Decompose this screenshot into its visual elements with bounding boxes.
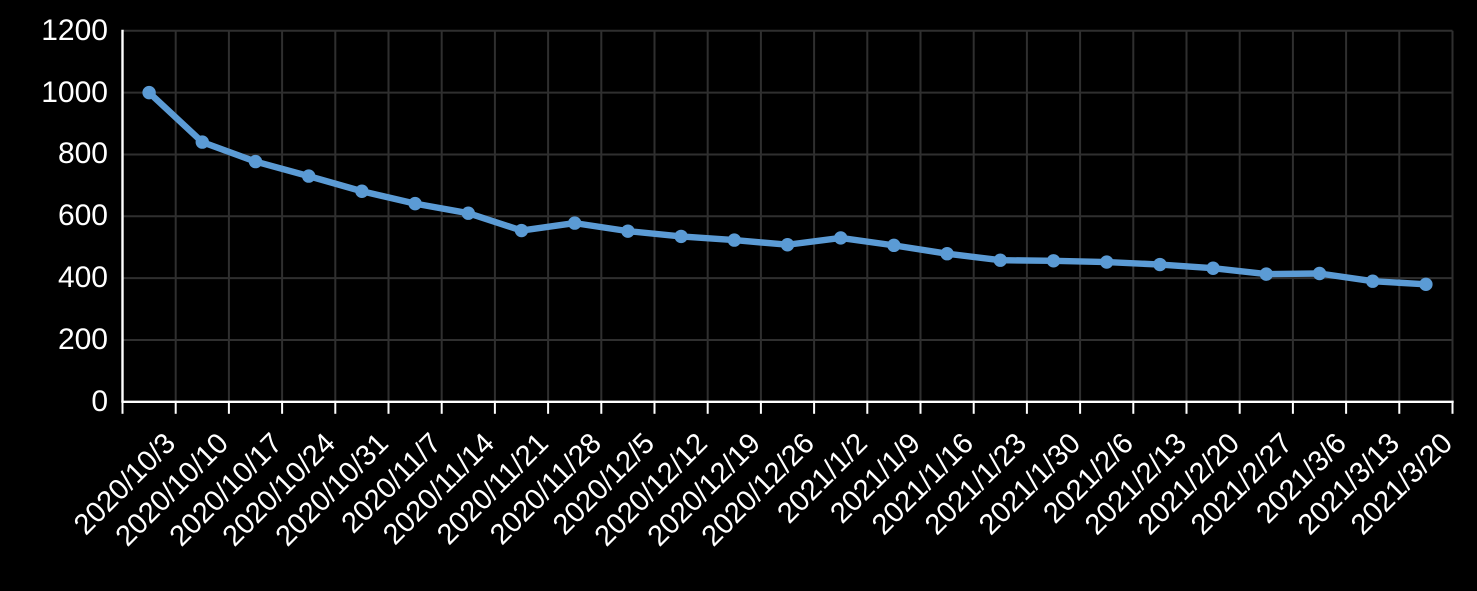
data-point-marker xyxy=(302,169,316,183)
data-point-marker xyxy=(355,184,369,198)
data-point-marker xyxy=(887,238,901,253)
data-point-marker xyxy=(674,229,688,244)
data-point-marker xyxy=(408,196,422,211)
data-point-marker xyxy=(1046,254,1061,268)
y-axis-tick-label: 1200 xyxy=(41,13,108,47)
data-point-marker xyxy=(780,238,795,252)
y-axis-tick-label: 600 xyxy=(57,199,108,233)
y-axis-tick-label: 0 xyxy=(91,384,108,418)
data-point-marker xyxy=(940,247,954,261)
horizontal-gridlines xyxy=(122,29,1453,341)
y-axis-tick-label: 200 xyxy=(57,322,108,356)
data-point-marker xyxy=(1206,261,1220,275)
data-point-marker xyxy=(142,85,156,100)
data-point-marker xyxy=(1366,274,1380,288)
data-point-marker xyxy=(1100,255,1114,269)
data-point-marker xyxy=(514,223,529,238)
data-point-marker xyxy=(834,231,848,245)
vertical-gridlines xyxy=(174,30,1454,402)
y-axis-tick-label: 1000 xyxy=(41,75,108,109)
y-axis-tick-label: 800 xyxy=(57,137,108,171)
y-axis-tick-label: 400 xyxy=(57,261,108,295)
data-point-marker xyxy=(1419,277,1433,292)
data-point-markers xyxy=(142,85,1433,292)
data-point-marker xyxy=(195,135,209,149)
data-point-marker xyxy=(461,206,475,220)
x-axis-ticks xyxy=(121,401,1454,414)
data-point-marker xyxy=(568,216,582,230)
data-point-marker xyxy=(1153,257,1167,272)
data-point-marker xyxy=(727,233,741,247)
data-point-marker xyxy=(1312,266,1327,281)
data-point-marker xyxy=(993,253,1007,267)
data-point-marker xyxy=(1259,267,1274,281)
data-series-line xyxy=(145,89,1430,288)
data-point-marker xyxy=(248,154,263,169)
data-point-marker xyxy=(621,224,635,238)
